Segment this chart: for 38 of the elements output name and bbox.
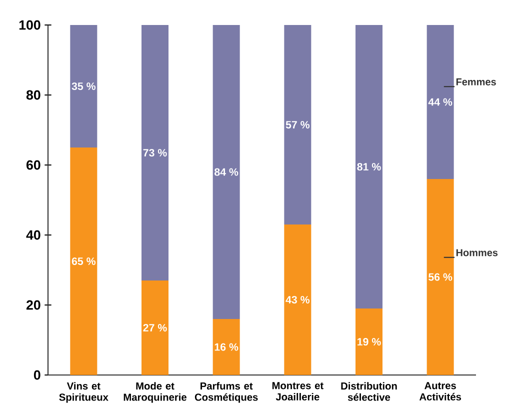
y-tick-label: 60 (26, 160, 40, 170)
data-label: 27 % (143, 324, 167, 332)
bar (356, 24, 382, 308)
data-label: 65 % (72, 257, 96, 266)
data-label: 43 % (286, 296, 310, 304)
x-tick-label: Mode et Maroquinerie (124, 382, 186, 403)
y-tick-label: 80 (26, 90, 40, 100)
series-label: Femmes (456, 78, 496, 86)
bar (142, 24, 168, 280)
x-tick-label: Parfums et Cosmétiques (194, 382, 258, 403)
data-label: 57 % (286, 120, 310, 129)
bar (142, 280, 168, 375)
x-tick-label: Vins et Spiritueux (59, 382, 108, 403)
bar (212, 319, 240, 375)
series-label: Hommes (456, 249, 498, 256)
bar (356, 308, 382, 375)
data-label: 44 % (428, 98, 452, 106)
data-label: 56 % (428, 273, 452, 281)
x-tick-label: Distribution sélective (341, 382, 397, 401)
data-label: 73 % (143, 148, 167, 157)
y-tick-label: 40 (26, 230, 40, 240)
y-tick-label: 20 (26, 300, 40, 310)
bar (426, 24, 454, 179)
data-label: 19 % (358, 338, 381, 346)
bar (70, 148, 98, 375)
data-label: 35 % (72, 82, 96, 90)
data-label: 16 % (214, 343, 238, 351)
bar (284, 224, 312, 375)
x-tick-label: Autres Activités (419, 382, 462, 400)
bar (284, 24, 312, 224)
data-label: 81 % (357, 162, 381, 171)
data-label: 84 % (214, 168, 238, 176)
y-tick-label: 0 (34, 370, 40, 380)
bar (212, 24, 240, 319)
bar (426, 178, 454, 375)
x-tick-label: Montres et Joaillerie (272, 382, 324, 400)
bar (70, 24, 98, 148)
y-tick-label: 100 (19, 20, 40, 30)
